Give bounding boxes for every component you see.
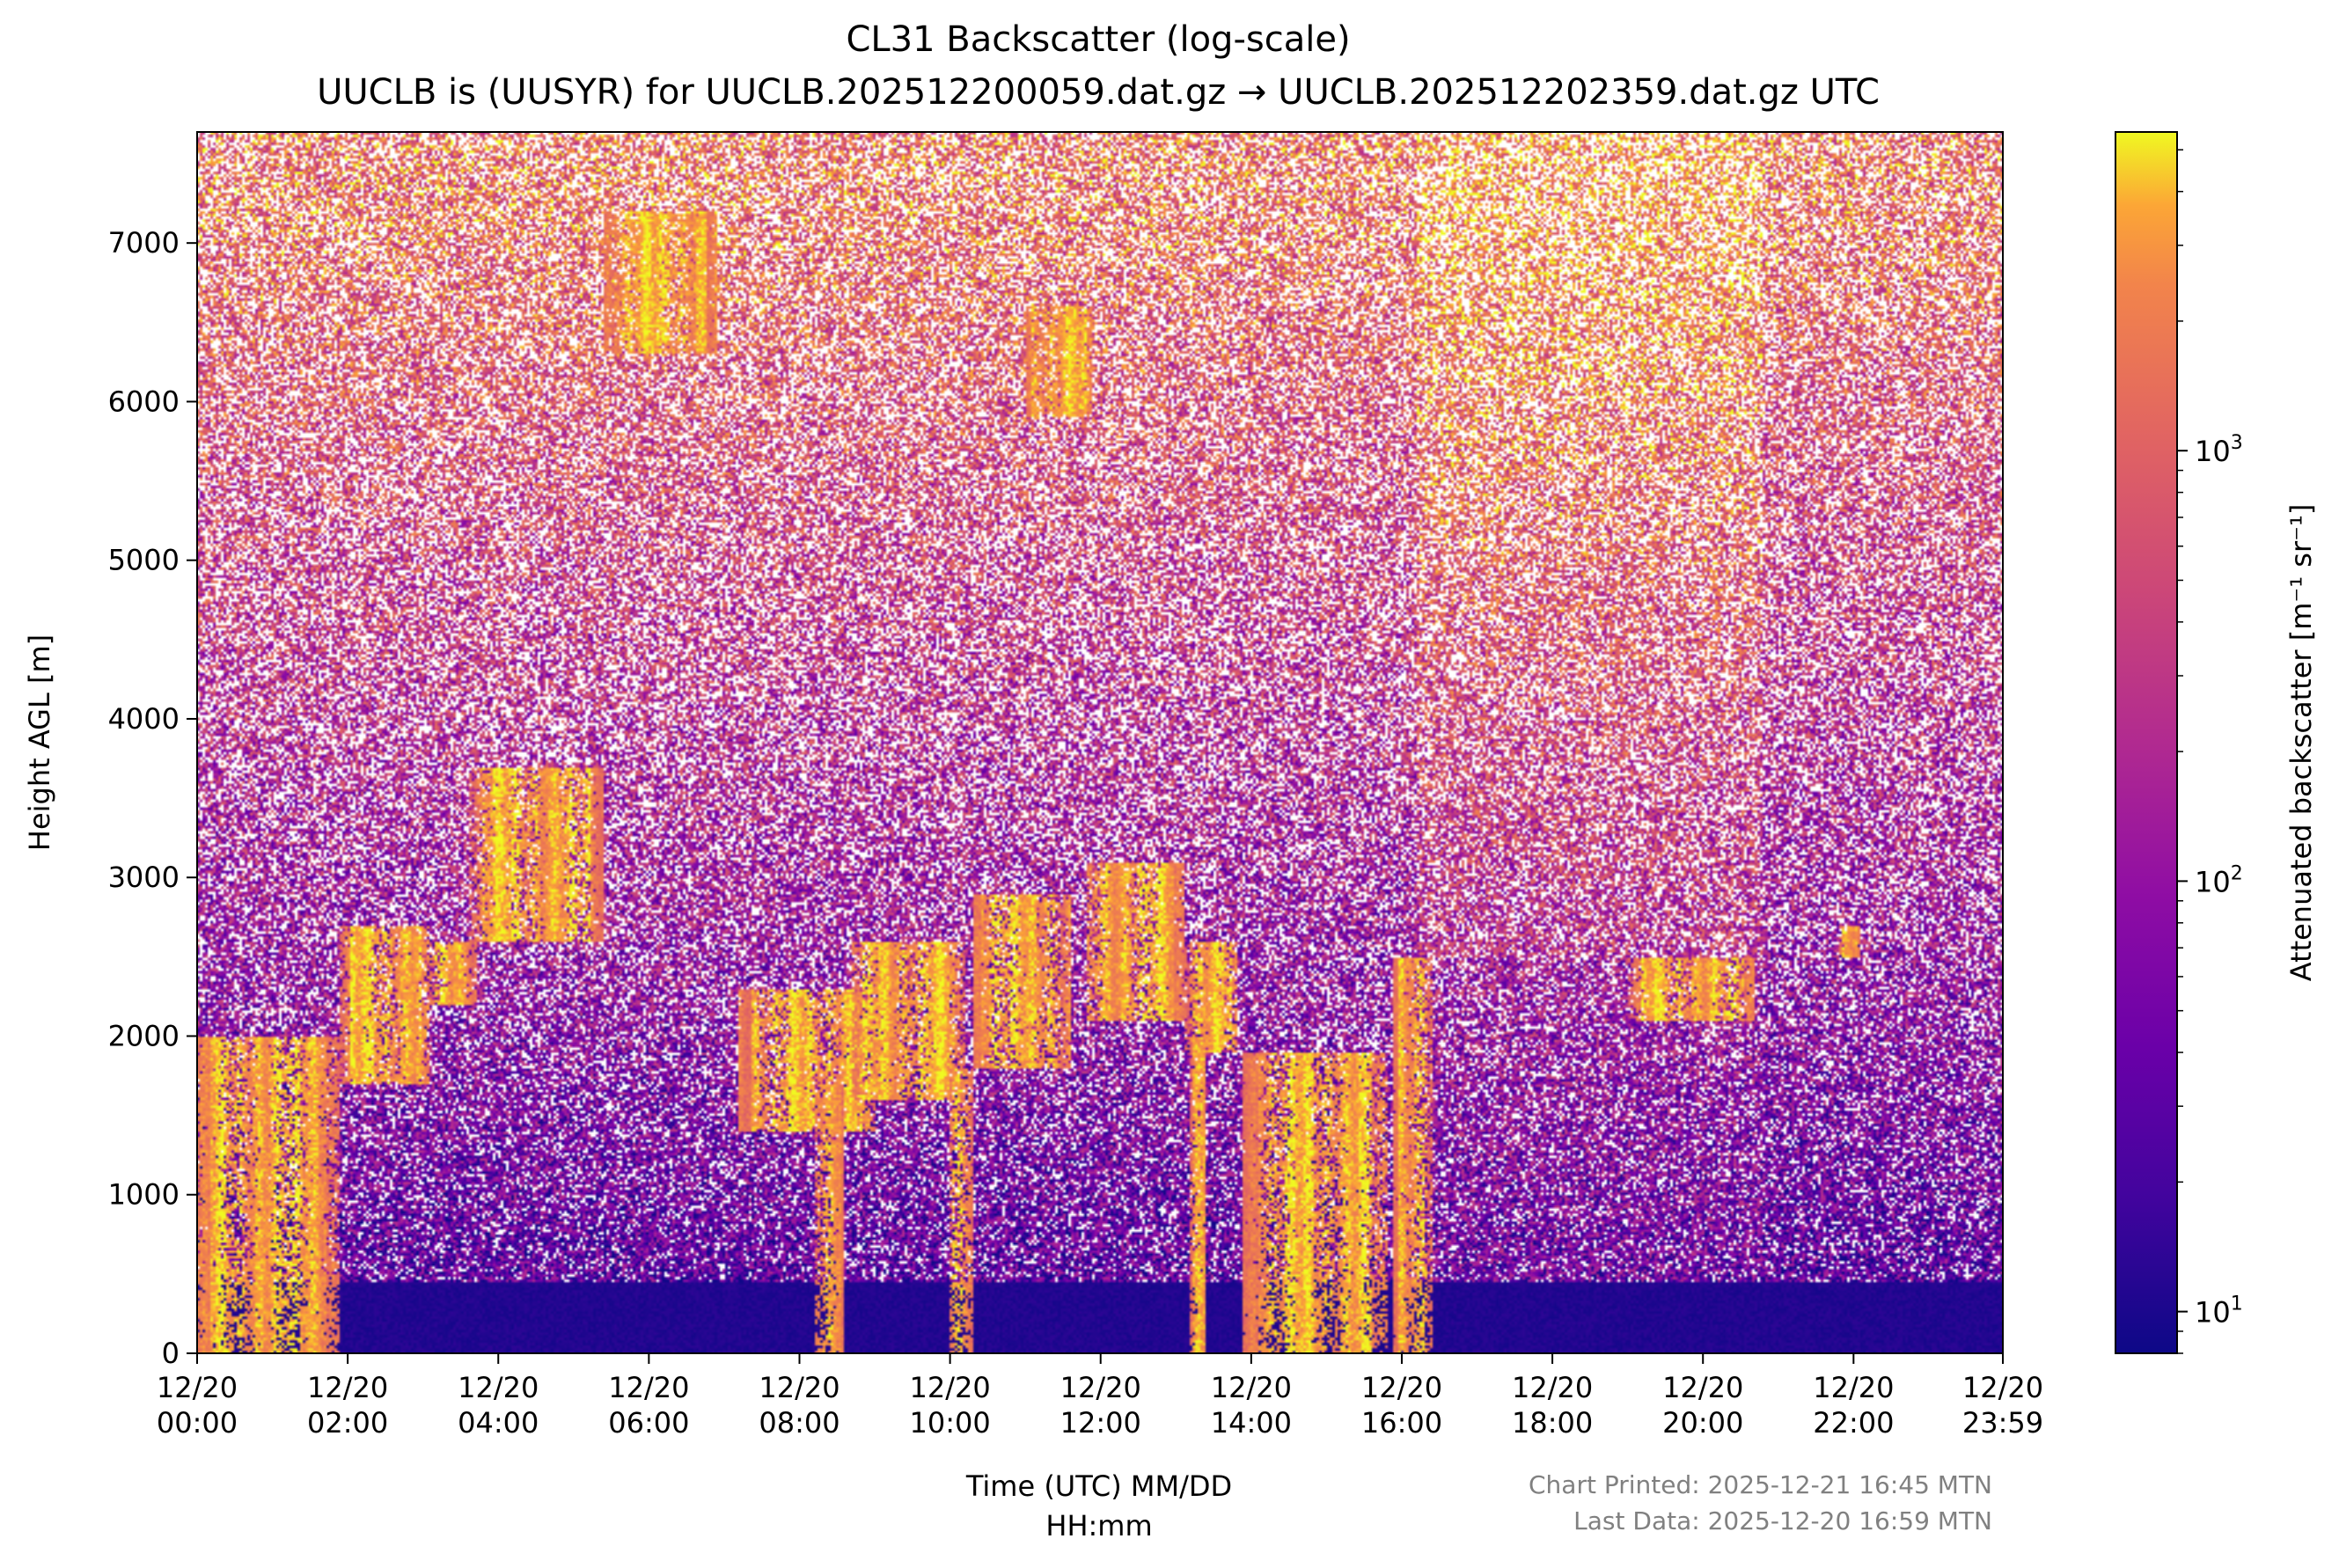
- x-tick-time: 10:00: [909, 1406, 990, 1440]
- x-tick-date: 12/20: [909, 1371, 990, 1404]
- x-axis-label-line2: HH:mm: [1045, 1509, 1152, 1542]
- y-tick-label: 6000: [108, 385, 180, 418]
- y-tick-label: 2000: [108, 1019, 180, 1052]
- x-axis: 12/2000:0012/2002:0012/2004:0012/2006:00…: [157, 1353, 2043, 1440]
- x-tick-time: 04:00: [458, 1406, 539, 1440]
- x-tick-time: 23:59: [1962, 1406, 2043, 1440]
- x-tick-date: 12/20: [307, 1371, 388, 1404]
- y-tick-label: 1000: [108, 1178, 180, 1212]
- x-tick-date: 12/20: [759, 1371, 840, 1404]
- x-tick-date: 12/20: [458, 1371, 539, 1404]
- x-tick-time: 16:00: [1361, 1406, 1442, 1440]
- colorbar-label: Attenuated backscatter [m⁻¹ sr⁻¹]: [2284, 504, 2318, 982]
- colorbar-gradient: [2115, 131, 2178, 1354]
- backscatter-heatmap: [196, 131, 2004, 1354]
- y-tick-label: 7000: [108, 226, 180, 260]
- heatmap-raster: [197, 132, 2003, 1353]
- x-tick-date: 12/20: [1662, 1371, 1743, 1404]
- colorbar-tick-label: 103: [2195, 432, 2243, 468]
- y-axis: 0 1000 2000 3000 4000 5000 6000 7000: [108, 226, 197, 1370]
- x-tick-time: 08:00: [759, 1406, 840, 1440]
- x-tick-date: 12/20: [1361, 1371, 1442, 1404]
- colorbar-tick-label: 102: [2195, 862, 2243, 898]
- y-tick-label: 3000: [108, 861, 180, 894]
- x-tick-time: 12:00: [1060, 1406, 1141, 1440]
- x-tick-time: 14:00: [1211, 1406, 1292, 1440]
- x-tick-time: 06:00: [608, 1406, 689, 1440]
- x-axis-label-line1: Time (UTC) MM/DD: [965, 1469, 1232, 1503]
- colorbar-ticks: 101 102 103: [2177, 149, 2243, 1354]
- y-axis-label: Height AGL [m]: [23, 634, 56, 851]
- x-tick-time: 20:00: [1662, 1406, 1743, 1440]
- x-tick-date: 12/20: [1211, 1371, 1292, 1404]
- x-tick-date: 12/20: [1060, 1371, 1141, 1404]
- chart-printed-note: Chart Printed: 2025-12-21 16:45 MTN: [1529, 1470, 1992, 1499]
- chart-title: CL31 Backscatter (log-scale): [846, 19, 1350, 60]
- x-tick-time: 22:00: [1813, 1406, 1894, 1440]
- x-tick-date: 12/20: [157, 1371, 238, 1404]
- y-tick-label: 4000: [108, 702, 180, 736]
- x-tick-time: 02:00: [307, 1406, 388, 1440]
- y-tick-label: 0: [162, 1337, 180, 1370]
- chart-subtitle: UUCLB is (UUSYR) for UUCLB.202512200059.…: [317, 72, 1880, 113]
- x-tick-date: 12/20: [1512, 1371, 1593, 1404]
- x-tick-time: 00:00: [157, 1406, 238, 1440]
- colorbar: 101 102 103: [2115, 131, 2243, 1354]
- colorbar-tick-label: 101: [2195, 1293, 2243, 1330]
- x-tick-date: 12/20: [608, 1371, 689, 1404]
- x-tick-date: 12/20: [1962, 1371, 2043, 1404]
- y-tick-label: 5000: [108, 544, 180, 577]
- x-tick-time: 18:00: [1512, 1406, 1593, 1440]
- x-tick-date: 12/20: [1813, 1371, 1894, 1404]
- last-data-note: Last Data: 2025-12-20 16:59 MTN: [1573, 1506, 1992, 1535]
